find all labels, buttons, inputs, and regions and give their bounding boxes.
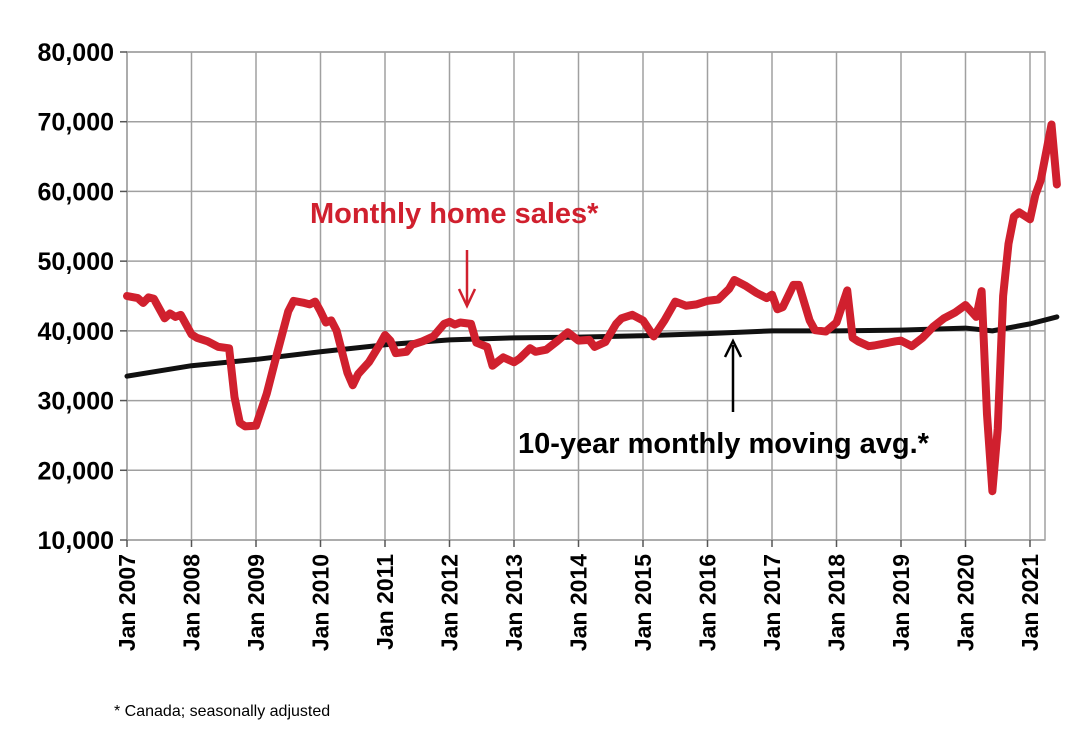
series-line-monthly-home-sales	[123, 120, 1061, 496]
arrowhead-moving-average	[723, 338, 743, 358]
x-tick-label: Jan 2017	[759, 554, 785, 651]
series-lines	[123, 120, 1061, 496]
arrowhead-monthly-home-sales	[457, 288, 477, 309]
x-tick-label: Jan 2013	[501, 554, 527, 651]
y-tick-label: 50,000	[38, 248, 114, 276]
y-tick-label: 40,000	[38, 318, 114, 346]
x-tick-label: Jan 2010	[308, 554, 334, 651]
x-tick-label: Jan 2011	[372, 554, 398, 650]
x-tick-label: Jan 2020	[953, 554, 979, 651]
x-tick-label: Jan 2016	[695, 554, 721, 651]
x-tick-label: Jan 2008	[179, 554, 205, 651]
series-line-moving-average	[124, 314, 1060, 379]
x-tick-label: Jan 2021	[1017, 554, 1043, 651]
x-tick-label: Jan 2019	[888, 554, 914, 651]
y-tick-label: 20,000	[38, 457, 114, 485]
footnote: * Canada; seasonally adjusted	[114, 703, 331, 720]
x-tick-label: Jan 2007	[114, 554, 140, 651]
y-tick-label: 80,000	[38, 39, 114, 67]
y-tick-label: 60,000	[38, 178, 114, 206]
x-tick-label: Jan 2012	[437, 554, 463, 651]
grid-lines	[126, 51, 1046, 541]
annotation-moving-average: 10-year monthly moving avg.*	[518, 428, 930, 460]
x-axis-ticks: Jan 2007 Jan 2008 Jan 2009 Jan 2010 Jan 2011…	[114, 540, 1043, 651]
y-tick-label: 30,000	[38, 388, 114, 416]
x-tick-label: Jan 2018	[824, 554, 850, 651]
plot-area-border	[126, 51, 1046, 541]
annotation-monthly-home-sales: Monthly home sales*	[310, 198, 599, 230]
x-tick-label: Jan 2009	[243, 554, 269, 651]
annotations: Monthly home sales* 10-year monthly movi…	[310, 198, 930, 460]
y-tick-label: 10,000	[38, 527, 114, 555]
x-tick-label: Jan 2015	[630, 554, 656, 651]
y-tick-label: 70,000	[38, 109, 114, 137]
x-tick-label: Jan 2014	[566, 554, 592, 651]
y-axis-ticks: 10,000 20,000 30,000 40,000 50,000 60,000 70,0…	[38, 39, 127, 555]
